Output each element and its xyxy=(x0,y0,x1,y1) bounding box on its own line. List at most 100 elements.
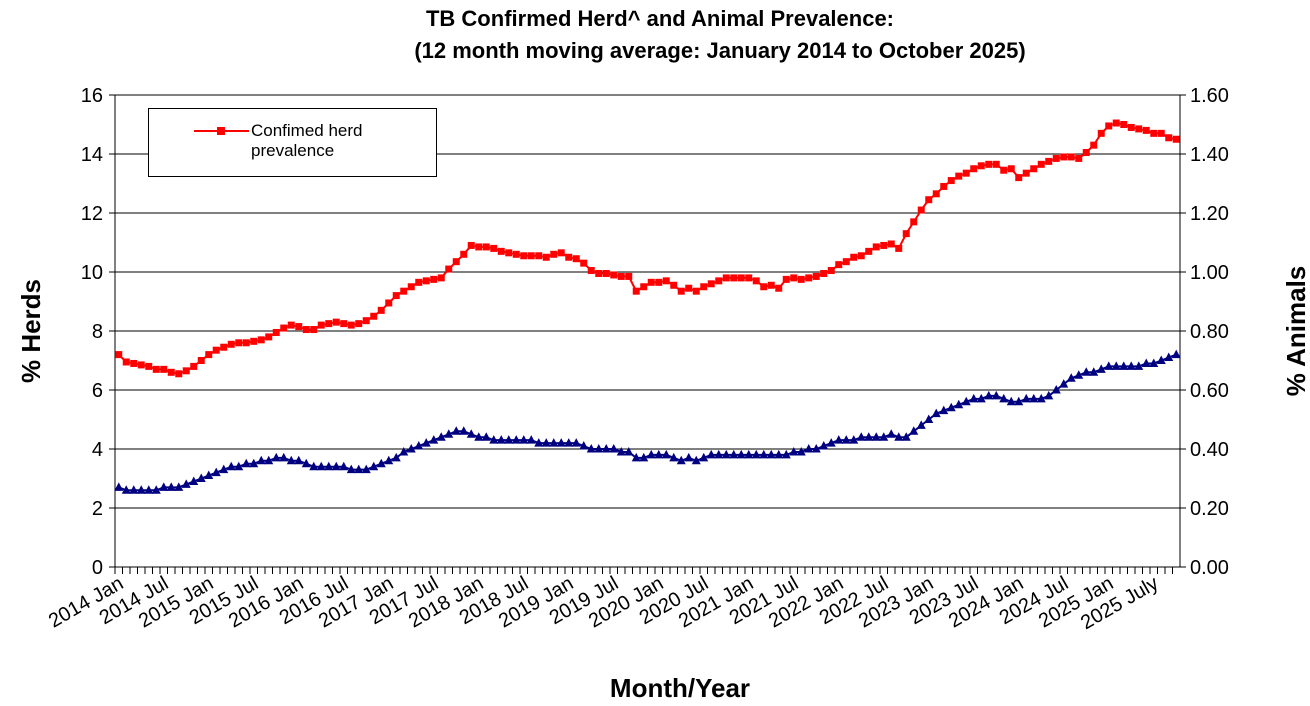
marker xyxy=(917,206,925,214)
marker xyxy=(647,278,655,286)
marker xyxy=(879,432,889,441)
marker xyxy=(136,485,146,494)
y-tick-label: 12 xyxy=(81,203,103,225)
marker xyxy=(849,435,859,444)
marker xyxy=(819,441,829,450)
marker xyxy=(924,414,934,423)
marker xyxy=(257,336,265,344)
marker xyxy=(1060,153,1068,161)
marker xyxy=(871,432,881,441)
marker xyxy=(347,321,355,329)
marker xyxy=(587,267,595,275)
marker xyxy=(1096,364,1106,373)
marker xyxy=(827,267,835,275)
marker xyxy=(331,461,341,471)
marker xyxy=(182,367,190,375)
marker xyxy=(826,438,836,447)
marker xyxy=(219,464,229,474)
marker xyxy=(820,269,828,277)
marker xyxy=(1066,373,1076,382)
marker xyxy=(969,393,979,403)
marker xyxy=(661,449,671,459)
marker xyxy=(527,252,535,260)
marker xyxy=(721,449,731,459)
marker xyxy=(256,455,266,465)
marker xyxy=(467,241,475,249)
marker xyxy=(857,252,865,260)
marker xyxy=(931,408,941,418)
marker xyxy=(901,432,911,441)
marker xyxy=(654,449,664,459)
marker xyxy=(451,426,461,435)
marker xyxy=(167,368,175,376)
chart-title: TB Confirmed Herd^ and Animal Prevalence… xyxy=(426,6,894,31)
marker xyxy=(992,160,1000,168)
y-tick-label: 2 xyxy=(92,498,103,520)
marker xyxy=(114,482,124,491)
legend-swatch xyxy=(194,127,249,135)
marker xyxy=(399,446,409,456)
marker xyxy=(280,324,288,332)
marker xyxy=(1030,165,1038,173)
marker xyxy=(564,438,574,447)
marker xyxy=(1045,157,1053,165)
marker xyxy=(497,247,505,255)
marker xyxy=(317,321,325,329)
marker xyxy=(805,274,813,282)
marker xyxy=(736,449,746,459)
marker xyxy=(811,444,821,453)
marker xyxy=(376,458,386,468)
marker xyxy=(271,452,281,462)
marker xyxy=(789,446,799,456)
marker xyxy=(955,172,963,180)
marker xyxy=(1119,361,1129,370)
marker xyxy=(909,426,919,435)
marker xyxy=(1171,349,1181,359)
marker xyxy=(1164,352,1174,362)
marker xyxy=(325,320,333,328)
marker xyxy=(227,340,235,348)
marker xyxy=(586,444,596,453)
y2-tick-label: 1.20 xyxy=(1190,203,1229,225)
marker xyxy=(841,435,851,444)
y-tick-label: 10 xyxy=(81,262,103,284)
marker xyxy=(362,317,370,325)
marker xyxy=(421,438,431,447)
marker xyxy=(976,393,986,403)
marker xyxy=(400,287,408,295)
marker xyxy=(1105,122,1113,130)
marker xyxy=(991,390,1001,400)
marker xyxy=(580,259,588,267)
marker xyxy=(850,253,858,261)
marker xyxy=(407,283,415,291)
marker xyxy=(429,435,439,444)
marker xyxy=(160,365,168,373)
marker xyxy=(287,321,295,329)
marker xyxy=(166,482,176,491)
marker xyxy=(1142,126,1150,134)
marker xyxy=(197,357,205,364)
marker xyxy=(1081,367,1091,376)
marker xyxy=(505,249,513,257)
marker xyxy=(939,405,949,415)
marker xyxy=(459,426,469,435)
marker xyxy=(714,449,724,459)
marker xyxy=(286,455,296,465)
marker xyxy=(1127,123,1135,131)
marker xyxy=(549,438,559,447)
marker xyxy=(632,287,640,295)
marker xyxy=(519,435,529,444)
marker xyxy=(781,449,791,459)
marker xyxy=(444,429,454,438)
marker xyxy=(947,177,955,185)
marker xyxy=(655,278,663,286)
y2-tick-label: 0.20 xyxy=(1190,498,1229,520)
marker xyxy=(1112,119,1120,127)
y2-axis-title: % Animals xyxy=(1281,266,1310,397)
marker xyxy=(235,339,243,347)
y2-tick-label: 0.80 xyxy=(1190,321,1229,343)
marker xyxy=(745,274,753,282)
marker xyxy=(1015,174,1023,182)
marker xyxy=(152,365,160,373)
